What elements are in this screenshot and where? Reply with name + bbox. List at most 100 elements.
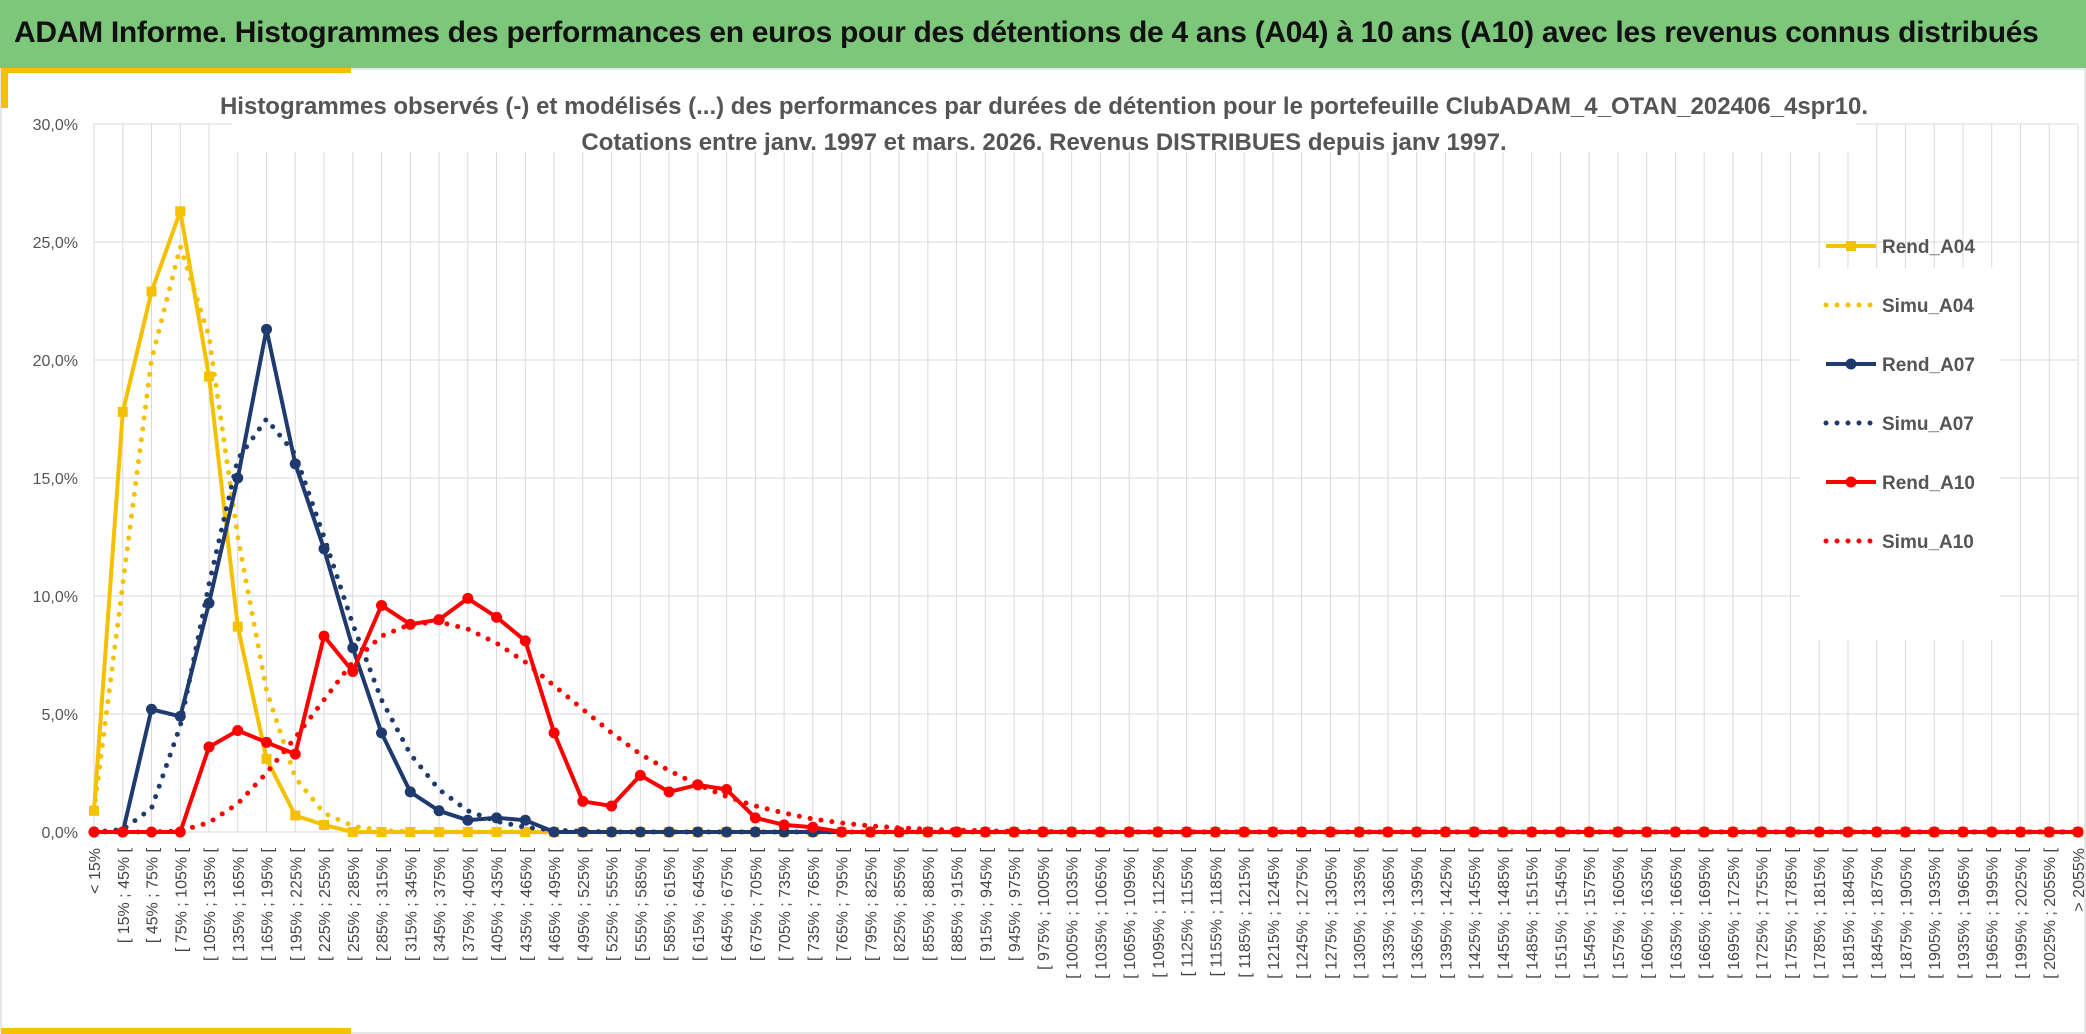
rend-a10-point <box>117 826 129 838</box>
x-tick-label: [ 675% ; 705% [ <box>748 847 765 961</box>
rend-a04-legend-marker <box>1846 241 1856 251</box>
x-tick-label: [ 795% ; 825% [ <box>863 847 880 961</box>
rend-a10-point <box>491 611 503 623</box>
x-tick-label: [ 435% ; 465% [ <box>518 847 535 961</box>
rend-a04-point <box>146 286 157 297</box>
x-tick-label: [ 1245% ; 1275% [ <box>1295 847 1312 978</box>
rend-a07-point <box>261 323 273 335</box>
rend-a10-point <box>1526 826 1538 838</box>
x-tick-label: [ 405% ; 435% [ <box>490 847 507 961</box>
rend-a04-point <box>261 753 272 764</box>
chart-frame: Histogrammes observés (-) et modélisés (… <box>0 68 2086 1034</box>
rend-a07-point <box>347 642 359 654</box>
x-tick-label: [ 1935% ; 1965% [ <box>1956 847 1973 978</box>
rend-a10-point <box>1382 826 1394 838</box>
x-tick-label: [ 945% ; 975% [ <box>1007 847 1024 961</box>
x-tick-label: [ 285% ; 315% [ <box>375 847 392 961</box>
rend-a10-point <box>1152 826 1164 838</box>
report-banner: ADAM Informe. Histogrammes des performan… <box>0 0 2086 68</box>
simu-a04-legend-label: Simu_A04 <box>1882 296 1974 317</box>
rend-a10-point <box>1698 826 1710 838</box>
simu-a10-line <box>91 619 2081 835</box>
x-tick-label: [ 585% ; 615% [ <box>662 847 679 961</box>
rend-a04-point <box>175 206 186 217</box>
rend-a07-point <box>519 814 531 826</box>
x-tick-label: [ 1605% ; 1635% [ <box>1640 847 1657 978</box>
rend-a07-point <box>376 727 388 739</box>
x-tick-label: [ 1155% ; 1185% [ <box>1208 847 1225 976</box>
rend-a07-point <box>721 826 733 838</box>
x-tick-label: [ 1005% ; 1035% [ <box>1065 847 1082 978</box>
chart-title-line1: Histogrammes observés (-) et modélisés (… <box>220 93 1868 120</box>
x-tick-label: [ 495% ; 525% [ <box>576 847 593 961</box>
rend-a07-point <box>749 826 761 838</box>
rend-a07-legend-label: Rend_A07 <box>1882 355 1975 376</box>
rend-a10-point <box>347 666 359 678</box>
x-axis-ticks: < 15% [ 15% ; 45% [[ 45% ; 75% [[ 75% ; 1… <box>87 847 2086 978</box>
x-tick-label: [ 75% ; 105% [ <box>173 847 190 952</box>
x-tick-label: [ 1095% ; 1125% [ <box>1151 847 1168 977</box>
rend-a10-legend-marker <box>1845 476 1857 488</box>
rend-a10-point <box>261 736 273 748</box>
x-tick-label: [ 165% ; 195% [ <box>260 847 277 961</box>
rend-a10-point <box>749 812 761 824</box>
simu-a07-legend-label: Simu_A07 <box>1882 414 1974 435</box>
rend-a10-point <box>232 725 244 737</box>
y-tick-label: 30,0% <box>33 117 78 134</box>
rend-a10-point <box>634 769 646 781</box>
rend-a04-point <box>117 406 128 417</box>
x-tick-label: [ 855% ; 885% [ <box>921 847 938 961</box>
rend-a04-point <box>319 819 330 830</box>
rend-a10-point <box>1296 826 1308 838</box>
legend: Rend_A04 Simu_A04 Rend_A07 Simu_A07 Rend_A10… <box>1800 237 2000 640</box>
x-tick-label: [ 915% ; 945% [ <box>978 847 995 961</box>
x-tick-label: [ 1665% ; 1695% [ <box>1697 847 1714 978</box>
rend-a10-point <box>1986 826 1998 838</box>
x-tick-label: [ 1995% ; 2025% [ <box>2013 847 2030 978</box>
y-tick-label: 5,0% <box>42 707 78 724</box>
rend-a10-point <box>318 630 330 642</box>
x-tick-label: [ 645% ; 675% [ <box>720 847 737 961</box>
x-tick-label: [ 1695% ; 1725% [ <box>1726 847 1743 978</box>
x-tick-label: [ 615% ; 645% [ <box>691 847 708 961</box>
rend-a10-point <box>1928 826 1940 838</box>
x-tick-label: [ 15% ; 45% [ <box>116 847 133 943</box>
rend-a10-point <box>1669 826 1681 838</box>
rend-a10-point <box>146 826 158 838</box>
x-tick-label: [ 1065% ; 1095% [ <box>1122 847 1139 978</box>
x-tick-label: [ 1185% ; 1215% [ <box>1237 847 1254 977</box>
rend-a10-point <box>721 784 733 796</box>
x-tick-label: [ 1485% ; 1515% [ <box>1525 847 1542 978</box>
rend-a10-point <box>1008 826 1020 838</box>
rend-a10-point <box>203 741 215 753</box>
rend-a10-point <box>376 599 388 611</box>
histogram-chart: Histogrammes observés (-) et modélisés (… <box>0 68 2086 1034</box>
rend-a04-point <box>347 827 358 837</box>
x-tick-label: [ 735% ; 765% [ <box>806 847 823 961</box>
rend-a10-point <box>864 826 876 838</box>
rend-a04-point <box>434 827 445 837</box>
rend-a10-point <box>807 821 819 833</box>
rend-a10-point <box>289 748 301 760</box>
rend-a10-point <box>1899 826 1911 838</box>
x-tick-label: [ 1425% ; 1455% [ <box>1467 847 1484 978</box>
rend-a10-point <box>1238 826 1250 838</box>
y-tick-label: 20,0% <box>33 353 78 370</box>
x-tick-label: [ 1965% ; 1995% [ <box>1985 847 2002 978</box>
rend-a07-point <box>404 786 416 798</box>
x-tick-label: [ 45% ; 75% [ <box>145 847 162 943</box>
rend-a10-point <box>778 819 790 831</box>
rend-a04-point <box>491 827 502 837</box>
x-tick-label: [ 1125% ; 1155% [ <box>1180 847 1197 976</box>
x-tick-label: [ 1575% ; 1605% [ <box>1611 847 1628 978</box>
rend-a10-point <box>1324 826 1336 838</box>
x-tick-label: [ 135% ; 165% [ <box>231 847 248 961</box>
rend-a10-point <box>836 826 848 838</box>
rend-a10-point <box>1612 826 1624 838</box>
x-tick-label: [ 1365% ; 1395% [ <box>1410 847 1427 978</box>
rend-a10-point <box>462 592 474 604</box>
x-tick-label: [ 1755% ; 1785% [ <box>1783 847 1800 978</box>
y-tick-label: 0,0% <box>42 825 78 842</box>
series-lines <box>88 206 2084 838</box>
x-tick-label: [ 975% ; 1005% [ <box>1036 847 1053 969</box>
